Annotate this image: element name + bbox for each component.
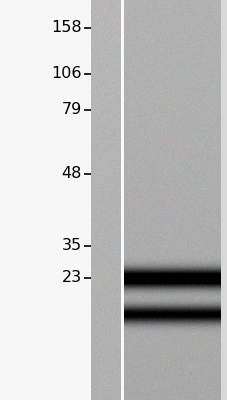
Text: 158: 158	[51, 20, 82, 36]
Text: 23: 23	[62, 270, 82, 286]
Text: 106: 106	[51, 66, 82, 82]
Text: 35: 35	[62, 238, 82, 254]
Text: 79: 79	[62, 102, 82, 118]
Text: 48: 48	[62, 166, 82, 182]
